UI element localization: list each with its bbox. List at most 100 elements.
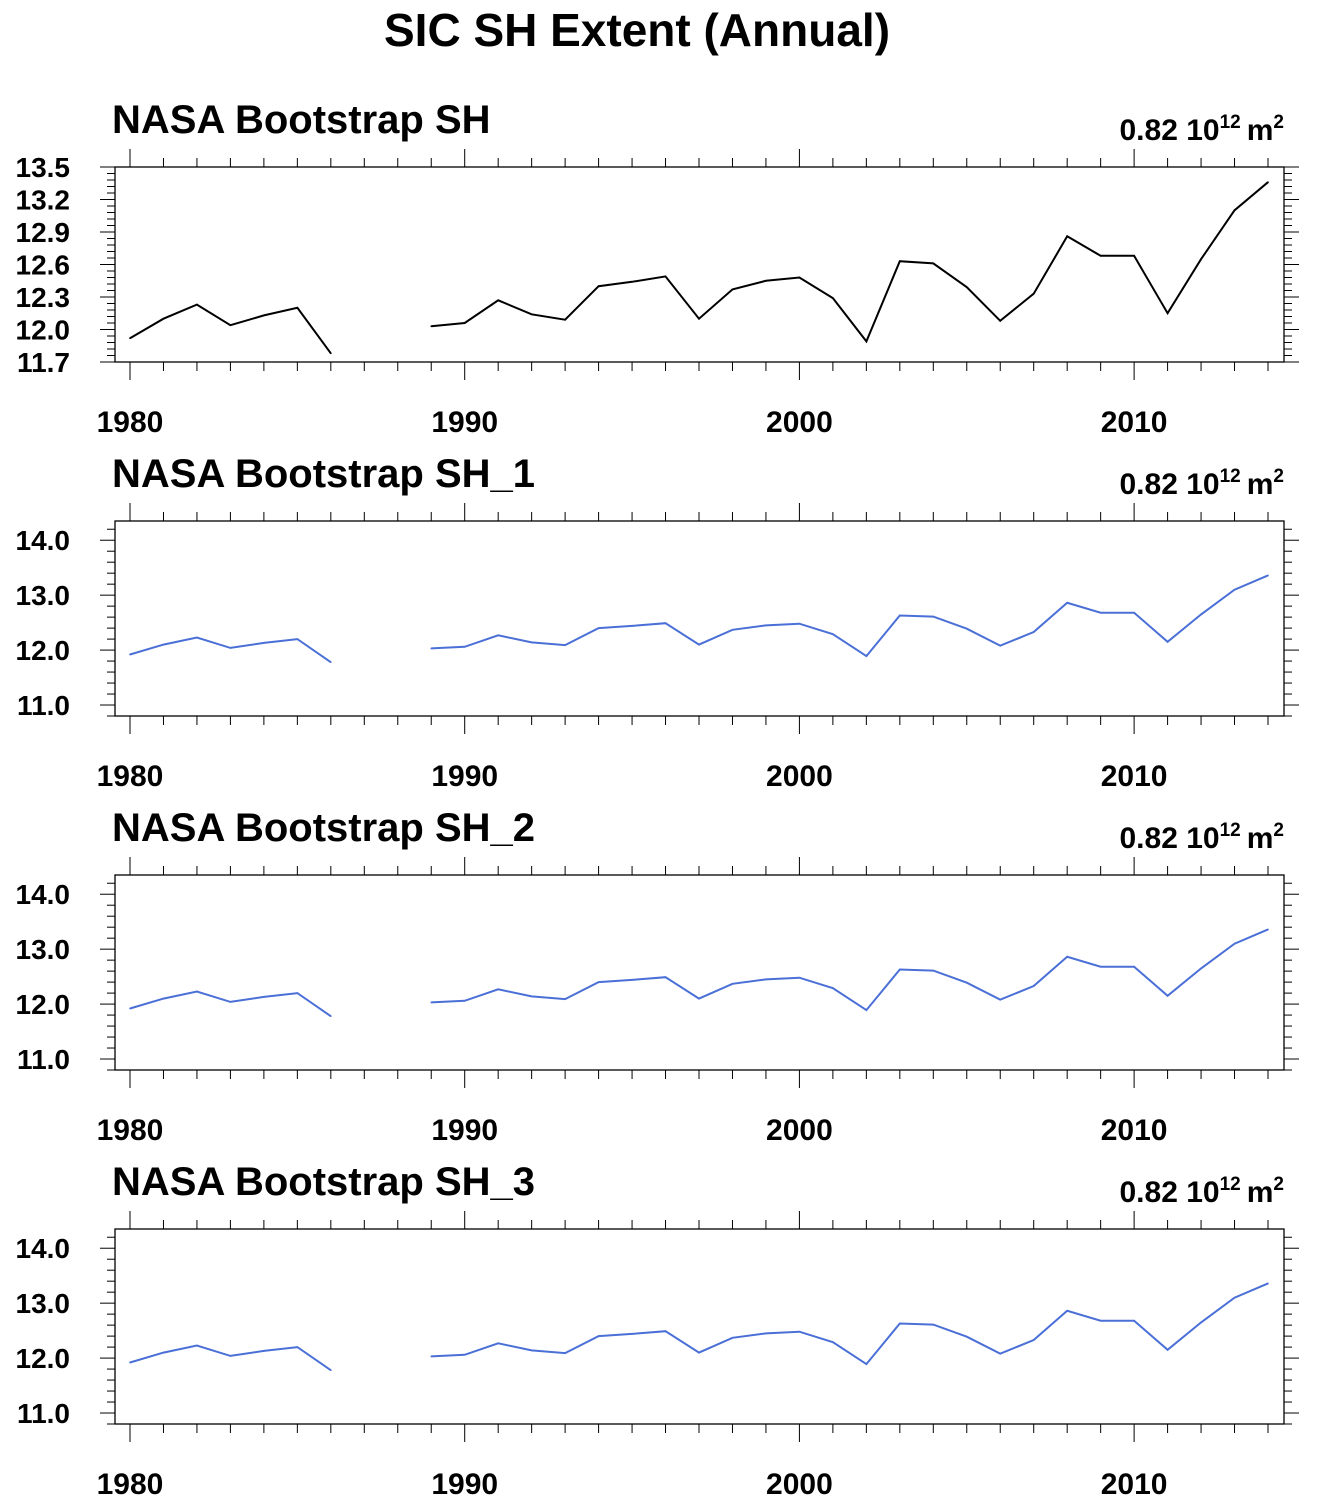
data-point <box>530 1349 533 1352</box>
data-point <box>1200 1321 1202 1324</box>
data-point <box>530 641 533 644</box>
data-point <box>129 653 131 656</box>
series-line <box>431 181 1269 344</box>
data-point <box>765 279 767 282</box>
data-point <box>1233 588 1236 591</box>
data-point <box>664 275 667 278</box>
data-point <box>263 314 265 317</box>
data-point <box>965 981 968 984</box>
y-tick-label: 13.0 <box>16 934 71 965</box>
panel-title: NASA Bootstrap SH_3 <box>112 1160 535 1204</box>
data-point <box>162 997 165 1000</box>
data-point <box>631 1333 633 1335</box>
data-point <box>698 643 700 646</box>
data-point <box>664 1330 667 1332</box>
data-point <box>229 1355 232 1357</box>
annotation-unit-exponent: 2 <box>1273 112 1284 133</box>
data-point <box>1267 1282 1269 1285</box>
data-point <box>999 644 1002 647</box>
x-tick-label: 1990 <box>431 760 498 793</box>
data-point <box>1099 965 1102 968</box>
data-point <box>330 1015 332 1017</box>
data-point <box>1133 1319 1135 1322</box>
data-point <box>698 317 700 320</box>
plot-frame <box>114 166 1285 363</box>
panel-2: NASA Bootstrap SH_1 0.82 1012 m2 1980 1990 20… <box>16 452 1299 793</box>
x-tick-label: 1990 <box>431 1114 498 1147</box>
data-point <box>497 1342 499 1345</box>
data-point <box>932 615 935 618</box>
data-point <box>798 276 801 279</box>
series-line <box>129 636 332 664</box>
y-tick-label: 12.0 <box>16 1343 71 1374</box>
annotation-unit-exponent: 2 <box>1273 466 1284 487</box>
y-tick-label: 13.2 <box>16 185 71 216</box>
annotation-unit: m <box>1247 1176 1274 1209</box>
x-tick-label: 2000 <box>766 1114 833 1147</box>
data-point <box>330 352 332 355</box>
y-tick-label: 12.3 <box>16 282 71 313</box>
data-point <box>731 628 734 631</box>
data-point <box>196 990 198 993</box>
data-point <box>1267 181 1269 183</box>
annotation-unit: m <box>1247 468 1274 501</box>
data-point <box>765 978 767 981</box>
data-point <box>1133 255 1135 257</box>
data-point <box>564 318 566 321</box>
data-point <box>1200 967 1202 970</box>
annotation-value: 0.82 10 <box>1120 468 1220 501</box>
data-point <box>664 976 667 978</box>
data-point <box>698 1351 700 1354</box>
units-annotation: 0.82 1012 m2 <box>1120 820 1285 855</box>
data-point <box>765 1332 767 1335</box>
data-point <box>463 999 466 1002</box>
panel-3: NASA Bootstrap SH_2 0.82 1012 m2 1980 1990 20… <box>16 806 1299 1147</box>
data-point <box>899 614 901 617</box>
data-point <box>1099 255 1102 257</box>
data-point <box>229 647 232 649</box>
data-point <box>263 996 265 998</box>
panel-title: NASA Bootstrap SH_2 <box>112 806 535 850</box>
panel-4: NASA Bootstrap SH_3 0.82 1012 m2 1980 1990 20… <box>16 1160 1299 1501</box>
data-point <box>832 1341 834 1343</box>
data-point <box>497 988 499 991</box>
annotation-exponent: 12 <box>1220 112 1241 133</box>
data-point <box>1200 258 1202 260</box>
data-point <box>1066 956 1068 958</box>
data-point <box>932 262 935 265</box>
data-point <box>597 627 600 629</box>
data-point <box>296 992 299 994</box>
data-point <box>229 324 232 326</box>
data-point <box>597 285 600 287</box>
panel-title: NASA Bootstrap SH_1 <box>112 452 535 496</box>
data-point <box>129 1007 131 1010</box>
series-line <box>129 990 332 1018</box>
data-point <box>1099 1319 1102 1322</box>
data-point <box>731 1336 734 1339</box>
data-point <box>932 1323 935 1326</box>
data-point <box>129 1361 131 1364</box>
x-tick-label: 1980 <box>97 1468 164 1501</box>
data-point <box>865 1363 868 1365</box>
data-point <box>1066 235 1068 238</box>
data-point <box>196 636 198 639</box>
data-point <box>965 1335 968 1338</box>
data-point <box>564 1352 566 1354</box>
data-point <box>899 968 901 971</box>
data-point <box>798 1330 801 1333</box>
data-point <box>597 1335 600 1337</box>
data-point <box>798 622 801 625</box>
series-line <box>431 928 1269 1012</box>
series-line <box>431 1282 1269 1366</box>
data-point <box>597 981 600 983</box>
data-point <box>296 638 299 640</box>
data-point <box>631 979 633 981</box>
data-point <box>1032 631 1035 633</box>
x-tick-label: 2010 <box>1101 1468 1168 1501</box>
plot-frame <box>114 1228 1285 1425</box>
data-point <box>865 340 868 343</box>
x-tick-label: 2010 <box>1101 1114 1168 1147</box>
series-line <box>129 1344 332 1372</box>
annotation-exponent: 12 <box>1220 820 1241 841</box>
